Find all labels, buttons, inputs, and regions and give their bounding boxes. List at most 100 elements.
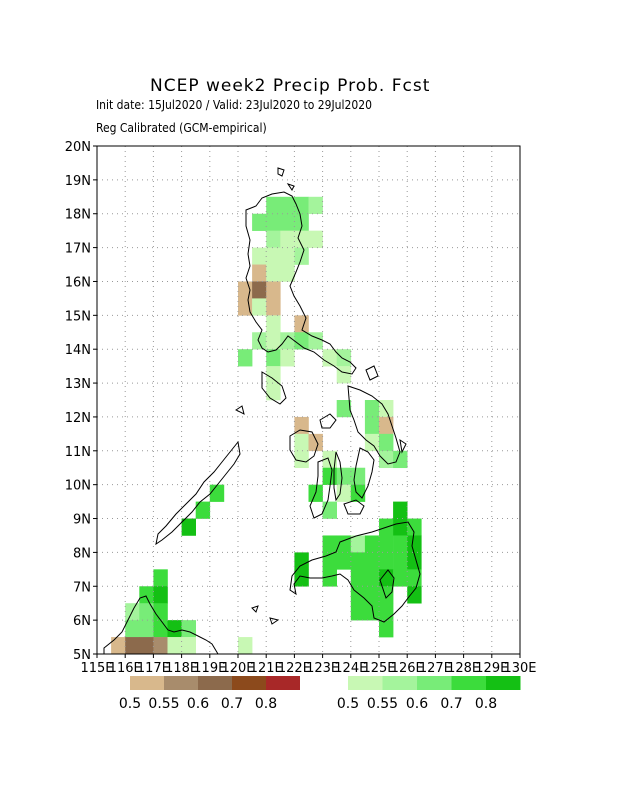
above-normal-cell xyxy=(139,603,154,621)
legend-color-box xyxy=(451,676,486,690)
coastline-batanes xyxy=(277,167,285,177)
legend-color-box xyxy=(382,676,417,690)
lon-tick-label: 116E xyxy=(109,661,142,676)
above-normal-cell xyxy=(393,552,408,570)
above-normal-cell xyxy=(364,433,380,452)
above-normal-cell xyxy=(153,586,168,604)
lon-tick-label: 130E xyxy=(503,661,536,676)
above-normal-cell xyxy=(280,196,295,215)
coastlines xyxy=(103,167,421,655)
lat-tick-label: 8N xyxy=(73,546,91,561)
above-normal-cell xyxy=(153,620,168,638)
coastline-siargao xyxy=(399,438,407,454)
above-normal-cell xyxy=(252,213,267,231)
coastline-cebu xyxy=(333,451,343,502)
legend-label: 0.6 xyxy=(187,696,209,712)
above-normal-cell xyxy=(153,603,168,621)
lat-tick-label: 18N xyxy=(65,208,91,223)
above-normal-cell xyxy=(153,569,168,587)
above-normal-cell xyxy=(209,484,225,502)
legend-label: 0.5 xyxy=(337,696,359,712)
above-normal-cell xyxy=(393,501,408,519)
lat-tick-label: 6N xyxy=(73,614,91,629)
below-normal-cell xyxy=(252,264,267,282)
coastline-sulu xyxy=(251,605,280,625)
lon-tick-label: 121E xyxy=(250,661,283,676)
above-normal-cell xyxy=(322,569,337,587)
below-normal-cell xyxy=(252,281,267,299)
above-normal-cell xyxy=(393,518,408,536)
coastline-samar xyxy=(347,385,401,465)
above-normal-cell xyxy=(266,383,281,401)
map-subtitle-method: Reg Calibrated (GCM-empirical) xyxy=(96,121,267,135)
above-normal-cell xyxy=(294,332,309,350)
below-normal-cell xyxy=(266,281,281,299)
lat-tick-label: 7N xyxy=(73,580,91,595)
above-normal-cell xyxy=(364,535,380,553)
above-normal-cell xyxy=(139,586,154,604)
above-normal-cell xyxy=(322,535,337,553)
lon-tick-label: 122E xyxy=(278,661,311,676)
above-normal-cell xyxy=(266,230,281,248)
legend-color-box xyxy=(417,676,452,690)
above-normal-cell xyxy=(280,332,295,350)
legend-label: 0.7 xyxy=(221,696,243,712)
above-normal-cell xyxy=(266,366,281,384)
below-normal-cell xyxy=(153,637,168,655)
above-normal-cell xyxy=(407,518,422,536)
above-normal-cell xyxy=(350,603,366,621)
lat-tick-label: 9N xyxy=(73,513,91,528)
map-subtitle-dates: Init date: 15Jul2020 / Valid: 23Jul2020 … xyxy=(96,98,372,112)
above-normal-cell xyxy=(181,518,196,536)
above-normal-cell xyxy=(336,400,352,418)
above-normal-cell xyxy=(266,264,281,282)
above-normal-cell xyxy=(336,535,352,553)
above-normal-cell xyxy=(364,586,380,604)
coastline-cuyo xyxy=(235,405,245,415)
above-normal-cell xyxy=(379,400,394,418)
lon-tick-label: 125E xyxy=(362,661,395,676)
coastline-palawan xyxy=(155,440,241,546)
above-normal-cell xyxy=(379,620,394,638)
lon-tick-label: 128E xyxy=(447,661,480,676)
above-normal-cell xyxy=(350,484,366,502)
legend-color-box xyxy=(232,676,266,690)
above-normal-cell xyxy=(195,501,211,519)
above-normal-cell xyxy=(336,366,352,384)
legend-color-box xyxy=(348,676,383,690)
above-normal-cell xyxy=(322,501,337,519)
above-normal-cell xyxy=(266,247,281,265)
above-normal-cell xyxy=(280,349,295,367)
coastline-leyte xyxy=(353,447,375,499)
coastline-sabah xyxy=(103,595,219,655)
above-normal-cell xyxy=(379,433,394,452)
above-normal-cell xyxy=(336,484,352,502)
above-normal-cell xyxy=(181,620,196,638)
above-normal-cell xyxy=(364,569,380,587)
above-normal-cell xyxy=(393,450,408,469)
coastline-panay xyxy=(289,429,319,463)
above-normal-cell xyxy=(294,552,309,570)
above-normal-cell xyxy=(407,586,422,604)
legend-label: 0.5 xyxy=(119,696,141,712)
lon-tick-label: 123E xyxy=(306,661,339,676)
below-normal-cell xyxy=(111,637,126,655)
lon-tick-label: 117E xyxy=(137,661,170,676)
above-normal-cell xyxy=(379,535,394,553)
above-normal-cell xyxy=(393,535,408,553)
above-normal-cell xyxy=(308,230,323,248)
above-normal-cell xyxy=(350,535,366,553)
above-normal-cell xyxy=(294,450,309,469)
above-normal-cell xyxy=(322,349,337,367)
lat-tick-label: 17N xyxy=(65,242,91,257)
lon-tick-label: 120E xyxy=(221,661,254,676)
above-normal-cell xyxy=(350,569,366,587)
above-normal-cell xyxy=(407,535,422,553)
legend-color-box xyxy=(266,676,300,690)
above-normal-cell xyxy=(125,620,140,638)
above-normal-cell xyxy=(350,552,366,570)
above-normal-cell xyxy=(266,213,281,231)
legend-label: 0.55 xyxy=(367,696,398,712)
above-normal-cell xyxy=(238,349,253,367)
lat-tick-label: 11N xyxy=(65,445,91,460)
